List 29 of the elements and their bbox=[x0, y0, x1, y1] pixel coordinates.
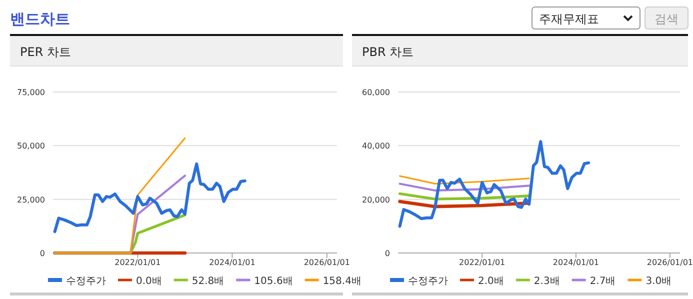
chart-title: PBR 차트 bbox=[362, 45, 414, 59]
x-tick-label: 2024/01/01 bbox=[209, 258, 256, 267]
y-tick-label: 60,000 bbox=[362, 88, 390, 97]
y-tick-label: 75,000 bbox=[17, 88, 45, 97]
legend-label: 52.8배 bbox=[192, 276, 224, 287]
y-tick-label: 50,000 bbox=[17, 142, 45, 151]
x-tick-label: 2026/01/01 bbox=[646, 258, 693, 267]
chart-title: PER 차트 bbox=[20, 45, 71, 59]
y-tick-label: 20,000 bbox=[362, 195, 390, 204]
text: 주재무제표 bbox=[539, 12, 599, 26]
legend-label: 2.0배 bbox=[478, 276, 504, 287]
y-tick-label: 0 bbox=[40, 249, 45, 258]
y-tick-label: 40,000 bbox=[362, 142, 390, 151]
text: 밴드차트 bbox=[10, 10, 70, 28]
x-tick-label: 2022/01/01 bbox=[459, 258, 506, 267]
x-tick-label: 2024/01/01 bbox=[552, 258, 600, 267]
text: 검색 bbox=[654, 12, 678, 26]
legend-label: 105.6배 bbox=[254, 276, 293, 287]
x-tick-label: 2026/01/01 bbox=[304, 258, 350, 267]
legend-label: 2.3배 bbox=[534, 276, 560, 287]
x-tick-label: 2022/01/01 bbox=[114, 258, 161, 267]
y-tick-label: 25,000 bbox=[17, 195, 45, 204]
y-tick-label: 0 bbox=[384, 249, 390, 258]
legend-label: 2.7배 bbox=[590, 276, 616, 287]
legend-label: 3.0배 bbox=[646, 276, 672, 287]
legend-label: 수정주가 bbox=[66, 276, 106, 287]
legend-label: 수정주가 bbox=[408, 276, 448, 287]
legend-label: 0.0배 bbox=[136, 276, 162, 287]
legend-label: 158.4배 bbox=[322, 276, 362, 287]
